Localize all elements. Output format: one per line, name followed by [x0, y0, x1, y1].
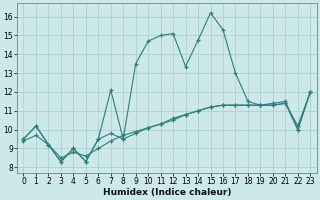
X-axis label: Humidex (Indice chaleur): Humidex (Indice chaleur) [103, 188, 231, 197]
